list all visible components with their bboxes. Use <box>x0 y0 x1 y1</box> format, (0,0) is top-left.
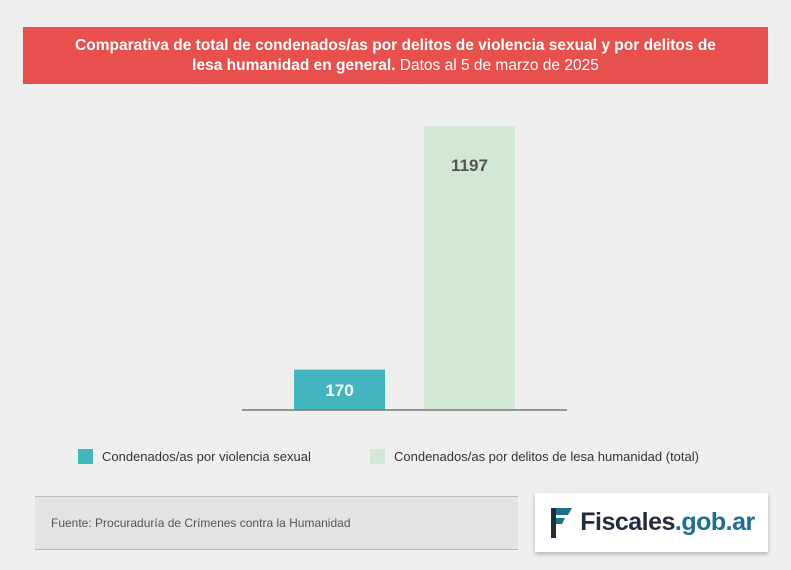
legend-swatch-lesa-humanidad <box>370 449 385 464</box>
data-label-lesa-humanidad: 1197 <box>451 156 488 175</box>
legend-swatch-violencia-sexual <box>78 449 93 464</box>
chart-title-bold: Comparativa de total de condenados/as po… <box>75 36 716 74</box>
logo-accent: .gob.ar <box>674 508 755 536</box>
logo-text: Fiscales.gob.ar <box>580 508 755 537</box>
data-label-violencia-sexual: 170 <box>325 381 353 400</box>
chart-title-date: Datos al 5 de marzo de 2025 <box>395 56 599 74</box>
legend-item-lesa-humanidad: Condenados/as por delitos de lesa humani… <box>370 449 699 464</box>
bar-chart: 170 1197 <box>242 126 567 411</box>
chart-title-banner: Comparativa de total de condenados/as po… <box>23 27 768 84</box>
bar-violencia-sexual <box>294 369 385 410</box>
legend-item-violencia-sexual: Condenados/as por violencia sexual <box>78 449 311 464</box>
chart-title: Comparativa de total de condenados/as po… <box>63 36 728 76</box>
fiscales-flag-icon <box>551 507 573 538</box>
bar-lesa-humanidad <box>424 126 515 410</box>
source-text: Fuente: Procuraduría de Crímenes contra … <box>51 516 351 530</box>
legend-label-lesa-humanidad: Condenados/as por delitos de lesa humani… <box>394 449 699 464</box>
source-note: Fuente: Procuraduría de Crímenes contra … <box>35 496 518 550</box>
logo-main: Fiscales <box>580 508 675 536</box>
chart-legend: Condenados/as por violencia sexual Conde… <box>78 449 778 469</box>
bars-layer: 170 1197 <box>294 126 515 410</box>
fiscales-logo: Fiscales.gob.ar <box>535 493 768 552</box>
legend-label-violencia-sexual: Condenados/as por violencia sexual <box>102 449 311 464</box>
